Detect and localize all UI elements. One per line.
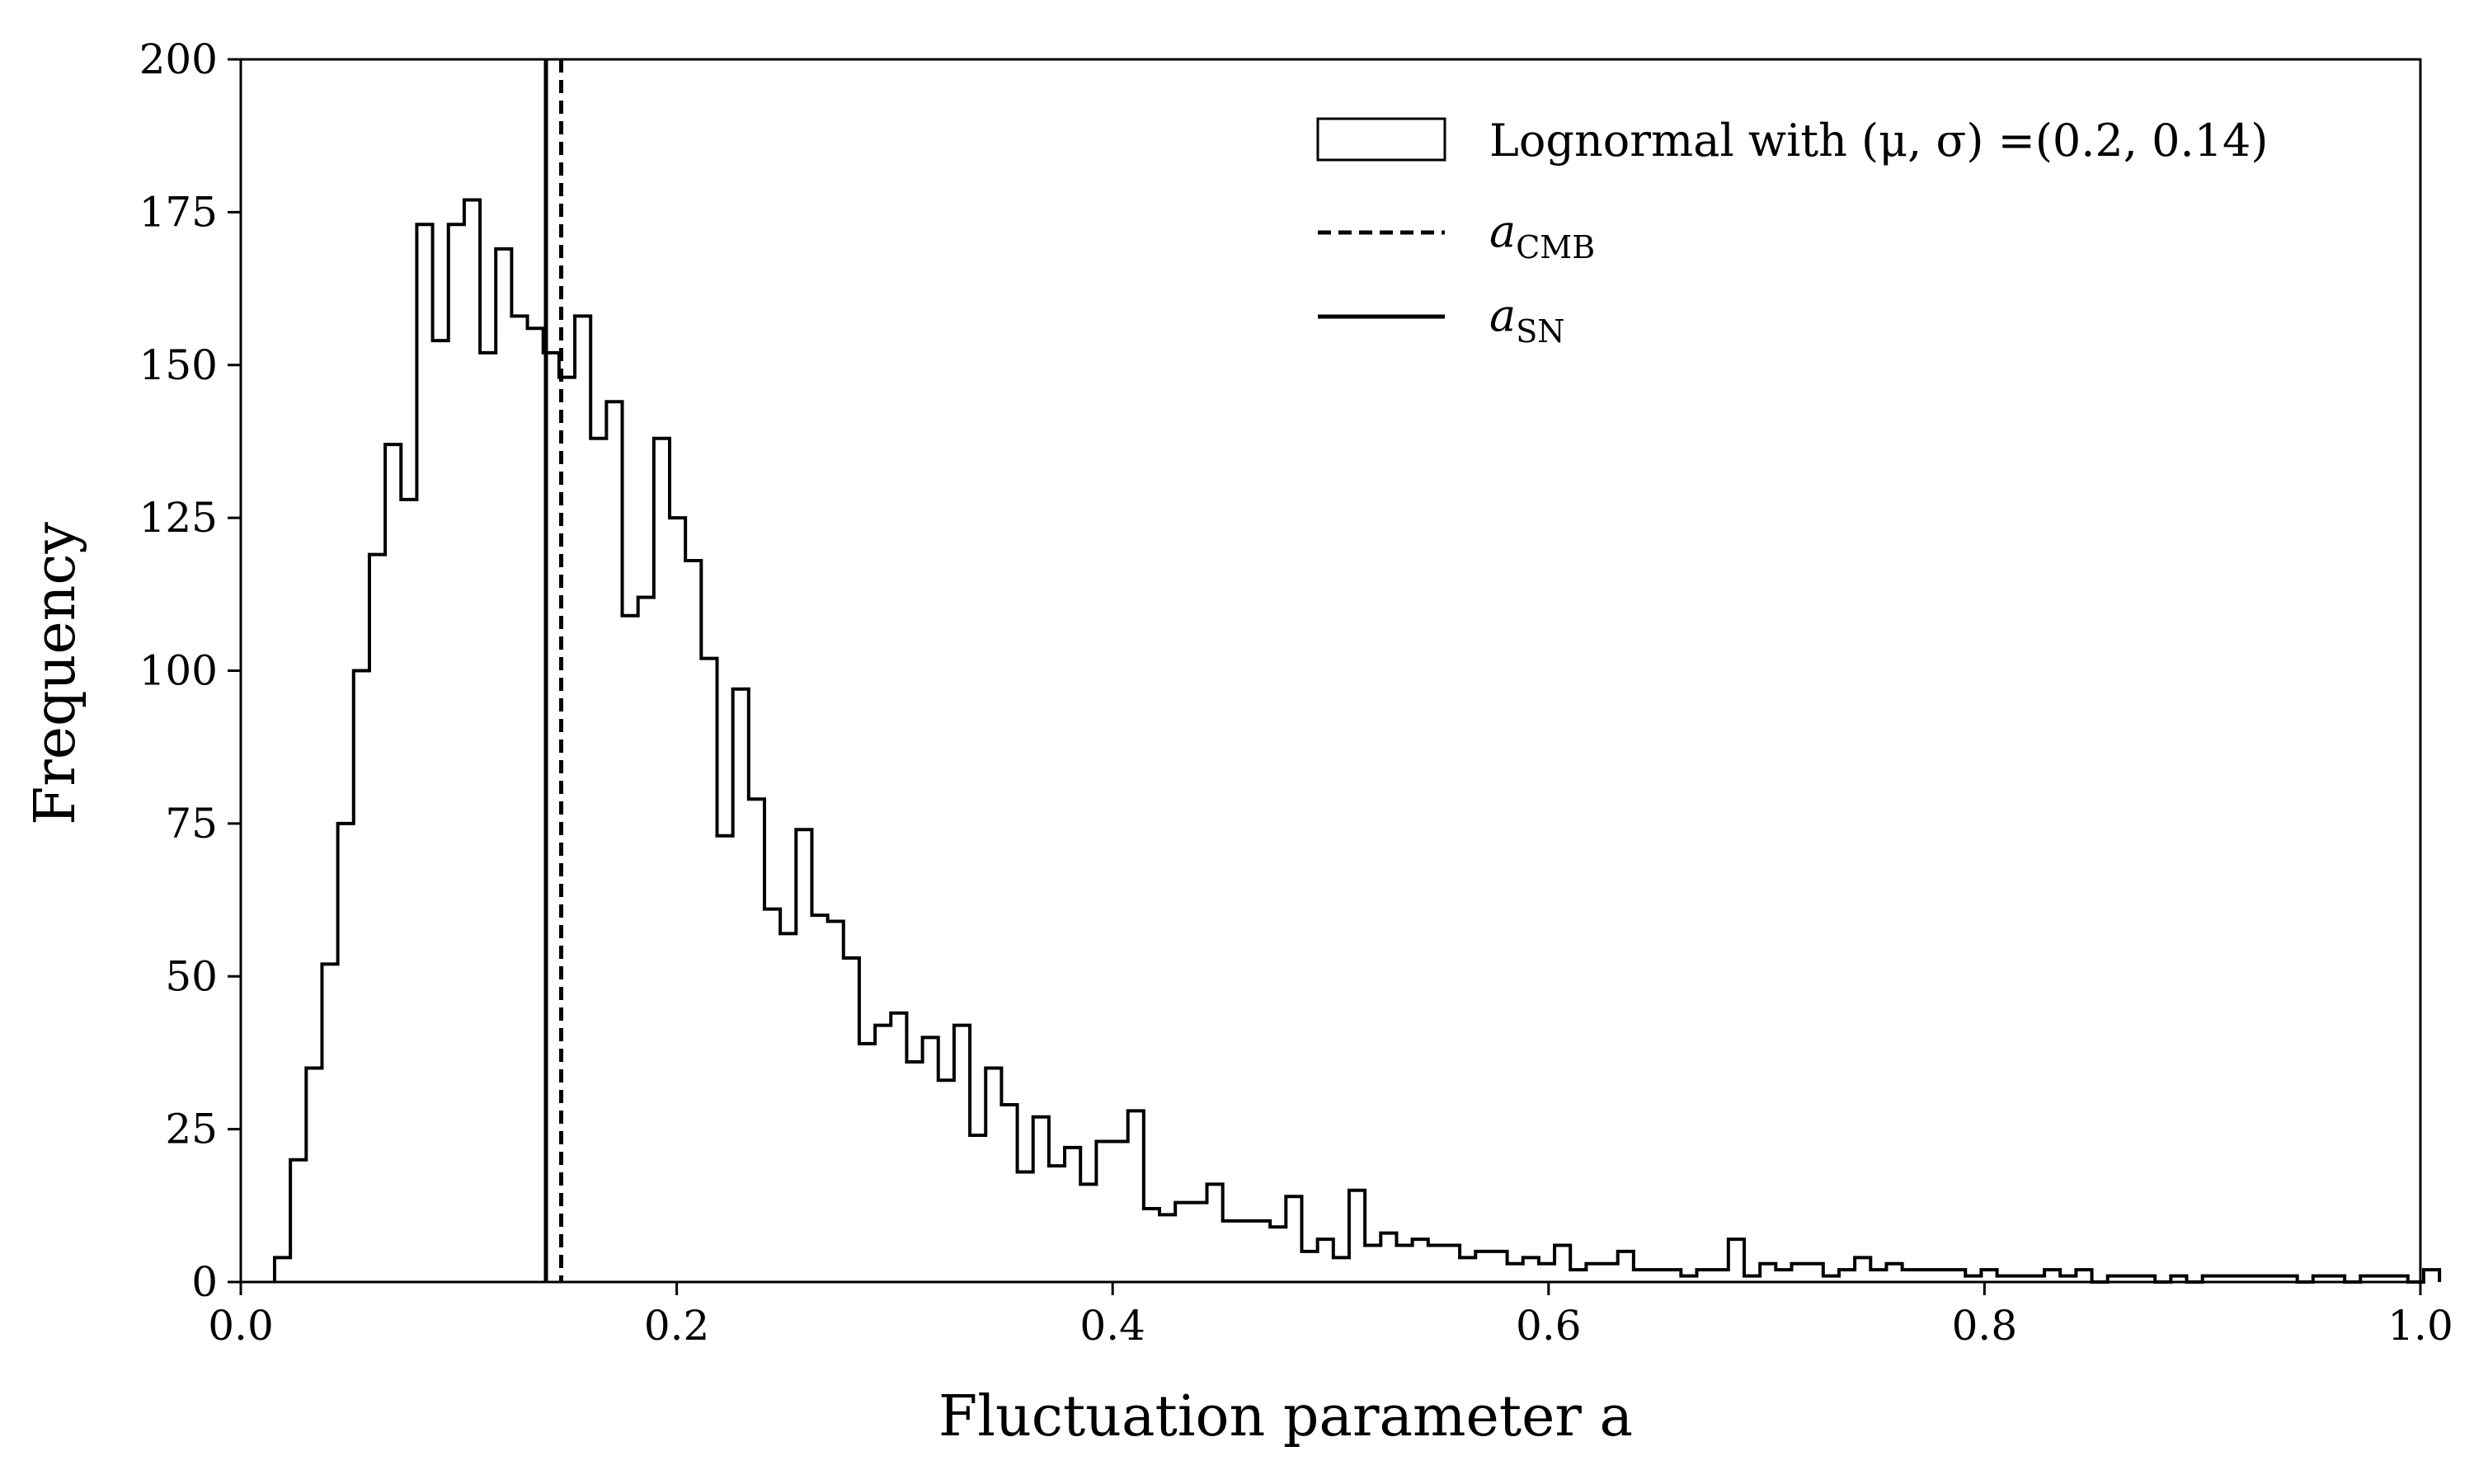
legend-sn-sub: SN [1516,313,1564,350]
x-tick-label: 0.4 [1079,1302,1145,1350]
legend-hist-swatch [1316,117,1446,162]
y-tick-label: 175 [139,188,218,236]
y-tick-label: 200 [139,35,218,83]
y-tick-label: 75 [165,800,218,848]
y-tick-label: 125 [139,494,218,542]
legend-cmb-label: aCMB [1489,205,1595,265]
x-tick-label: 0.2 [644,1302,710,1350]
x-tick-label: 0.8 [1952,1302,2018,1350]
x-axis-label: Fluctuation parameter a [938,1384,1633,1449]
legend-sn-base: a [1489,289,1516,341]
y-axis-label: Frequency [23,522,88,825]
legend-hist-label: Lognormal with (μ, σ) =(0.2, 0.14) [1489,115,2268,167]
x-axis-ticks: 0.0 0.2 0.4 0.6 0.8 1.0 [208,1282,2453,1350]
x-tick-label: 0.0 [208,1302,274,1350]
y-axis-ticks: 0 25 50 75 100 125 150 175 200 [139,35,241,1306]
y-tick-label: 50 [165,952,218,1000]
legend: Lognormal with (μ, σ) =(0.2, 0.14) aCMB … [1316,115,2268,350]
y-tick-label: 100 [139,647,218,695]
x-tick-label: 0.6 [1516,1302,1582,1350]
x-tick-label: 1.0 [2387,1302,2453,1350]
legend-sn-label: aSN [1489,289,1565,350]
legend-cmb-base: a [1489,205,1516,257]
y-tick-label: 0 [191,1258,218,1306]
y-tick-label: 150 [139,341,218,389]
y-tick-label: 25 [165,1106,218,1153]
legend-cmb-sub: CMB [1516,229,1595,265]
histogram-step-line [272,198,2442,1284]
